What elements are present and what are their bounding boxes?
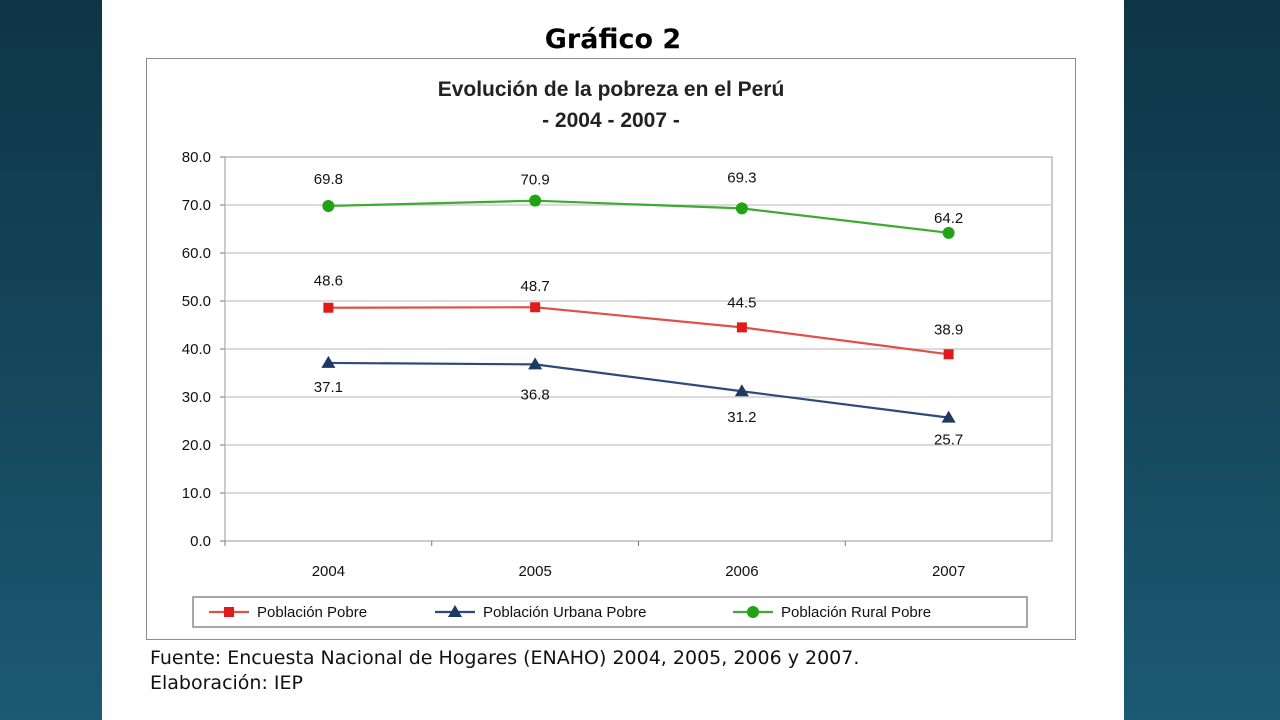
y-tick-label: 40.0 bbox=[182, 341, 211, 358]
chart-frame: Evolución de la pobreza en el Perú - 2004… bbox=[146, 58, 1076, 640]
y-tick-label: 10.0 bbox=[182, 485, 211, 502]
data-point bbox=[529, 194, 542, 207]
x-tick-label: 2004 bbox=[312, 563, 345, 580]
chart-title: Evolución de la pobreza en el Perú bbox=[438, 78, 785, 101]
y-tick-label: 30.0 bbox=[182, 389, 211, 406]
data-label: 36.8 bbox=[521, 386, 550, 403]
y-tick-label: 70.0 bbox=[182, 197, 211, 214]
data-point bbox=[942, 226, 955, 239]
data-point bbox=[322, 199, 335, 212]
series-line bbox=[328, 306, 949, 356]
data-point bbox=[528, 357, 543, 370]
legend-marker bbox=[747, 606, 759, 618]
source-note: Fuente: Encuesta Nacional de Hogares (EN… bbox=[150, 647, 860, 669]
data-point bbox=[323, 302, 334, 313]
data-point bbox=[941, 410, 956, 423]
data-label: 48.7 bbox=[521, 278, 550, 295]
data-label: 38.9 bbox=[934, 321, 963, 338]
legend-marker bbox=[224, 607, 234, 617]
data-label: 44.5 bbox=[727, 294, 756, 311]
x-tick-label: 2007 bbox=[932, 563, 965, 580]
legend-label: Población Pobre bbox=[257, 604, 367, 621]
data-point bbox=[734, 384, 749, 397]
data-label: 25.7 bbox=[934, 432, 963, 449]
slide-heading: Gráfico 2 bbox=[544, 24, 682, 55]
legend-box bbox=[192, 596, 1028, 628]
data-label: 48.6 bbox=[314, 273, 343, 290]
slide: Gráfico 2 Evolución de la pobreza en el … bbox=[102, 0, 1124, 720]
data-point bbox=[735, 202, 748, 215]
data-point bbox=[321, 355, 336, 368]
legend-label: Población Urbana Pobre bbox=[483, 604, 646, 621]
y-tick-label: 60.0 bbox=[182, 245, 211, 262]
series-line bbox=[328, 361, 949, 419]
legend-marker bbox=[448, 605, 462, 617]
credits-note: Elaboración: IEP bbox=[150, 672, 303, 694]
data-label: 69.3 bbox=[727, 169, 756, 186]
y-tick-label: 0.0 bbox=[190, 533, 211, 550]
poverty-line-chart: Evolución de la pobreza en el Perú - 2004… bbox=[182, 78, 1053, 628]
legend-label: Población Rural Pobre bbox=[781, 604, 931, 621]
y-tick-label: 80.0 bbox=[182, 149, 211, 166]
y-tick-label: 20.0 bbox=[182, 437, 211, 454]
chart-subtitle: - 2004 - 2007 - bbox=[542, 109, 680, 132]
data-point bbox=[943, 349, 954, 360]
data-point bbox=[530, 302, 541, 313]
chart-footer: Fuente: Encuesta Nacional de Hogares (EN… bbox=[150, 646, 859, 696]
data-label: 31.2 bbox=[727, 409, 756, 426]
x-tick-label: 2005 bbox=[518, 563, 551, 580]
series-line bbox=[328, 199, 949, 234]
data-label: 37.1 bbox=[314, 379, 343, 396]
data-point bbox=[736, 322, 747, 333]
data-label: 69.8 bbox=[314, 171, 343, 188]
data-label: 70.9 bbox=[521, 172, 550, 189]
y-tick-label: 50.0 bbox=[182, 293, 211, 310]
data-label: 64.2 bbox=[934, 210, 963, 227]
x-tick-label: 2006 bbox=[725, 563, 758, 580]
